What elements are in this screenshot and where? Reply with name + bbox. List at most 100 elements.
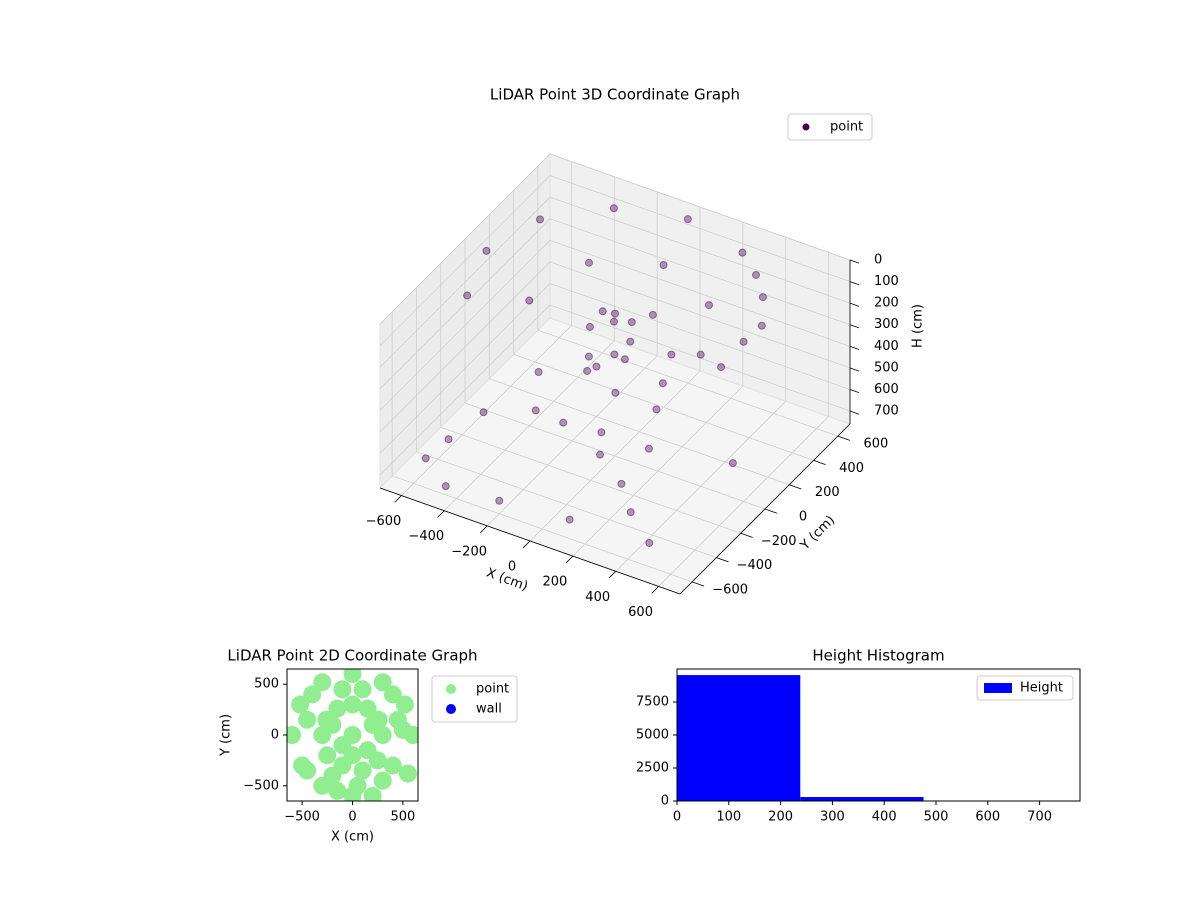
point: [753, 271, 760, 278]
point: [718, 364, 725, 371]
z-tick-label: 400: [874, 339, 899, 354]
legend-marker: [446, 684, 456, 694]
point: [659, 380, 666, 387]
point: [645, 445, 652, 452]
point: [374, 772, 392, 790]
z-tick-label: 700: [874, 404, 899, 419]
y-tick-label: 600: [863, 437, 888, 452]
point: [422, 455, 429, 462]
x-tick-label: −200: [451, 544, 487, 559]
chart-title: LiDAR Point 2D Coordinate Graph: [227, 647, 477, 665]
y-tick-label: 200: [815, 485, 840, 500]
point: [660, 262, 667, 269]
legend-label: Height: [1020, 681, 1063, 696]
legend-marker: [803, 124, 810, 131]
point: [584, 367, 591, 374]
point: [758, 322, 765, 329]
point: [668, 351, 675, 358]
x-tick-label: 0: [673, 810, 681, 825]
point: [621, 356, 628, 363]
x-tick-label: 400: [872, 810, 897, 825]
x-tick-label: 200: [542, 575, 567, 590]
z-axis-label: H (cm): [911, 304, 926, 348]
point: [354, 680, 372, 698]
point: [445, 436, 452, 443]
point: [599, 308, 606, 315]
point: [359, 700, 377, 718]
x-tick-label: −600: [366, 514, 402, 529]
point: [354, 762, 372, 780]
y-tick-label: −400: [737, 558, 773, 573]
legend-marker: [984, 683, 1012, 693]
point: [394, 721, 412, 739]
x-tick-label: 100: [716, 810, 741, 825]
point: [323, 716, 341, 734]
point: [612, 310, 619, 317]
point: [653, 406, 660, 413]
z-tick-label: 0: [874, 253, 882, 268]
y-tick-label: 0: [661, 794, 669, 809]
y-tick-label: 2500: [636, 761, 669, 776]
chart-title: Height Histogram: [812, 647, 944, 665]
y-axis-label: Y (cm): [219, 714, 234, 757]
legend-label: wall: [476, 702, 502, 717]
point: [586, 259, 593, 266]
y-tick-label: −200: [761, 534, 797, 549]
point: [303, 685, 321, 703]
point: [359, 741, 377, 759]
legend-marker: [446, 704, 456, 714]
point: [344, 696, 362, 714]
point: [697, 351, 704, 358]
x-tick-label: 200: [768, 810, 793, 825]
point: [684, 216, 691, 223]
point: [364, 716, 382, 734]
point: [483, 247, 490, 254]
x-tick-label: 700: [1027, 810, 1052, 825]
bar: [800, 797, 923, 801]
chart-title: LiDAR Point 3D Coordinate Graph: [490, 86, 740, 104]
point: [627, 338, 634, 345]
point: [649, 311, 656, 318]
point: [298, 762, 316, 780]
point: [740, 338, 747, 345]
point: [464, 292, 471, 299]
z-tick-label: 300: [874, 317, 899, 332]
x-tick-label: 400: [585, 590, 610, 605]
x-tick-label: 600: [975, 810, 1000, 825]
z-tick-label: 200: [874, 296, 899, 311]
point: [399, 765, 417, 783]
y-tick-label: 0: [799, 510, 807, 525]
point: [328, 782, 346, 800]
point: [537, 216, 544, 223]
x-axis-label: X (cm): [331, 830, 374, 845]
z-tick-label: 100: [874, 274, 899, 289]
point: [496, 497, 503, 504]
point: [560, 419, 567, 426]
y-tick-label: 400: [839, 461, 864, 476]
point: [612, 389, 619, 396]
x-tick-label: 300: [820, 810, 845, 825]
x-tick-label: −400: [408, 529, 444, 544]
point: [532, 407, 539, 414]
point: [611, 318, 618, 325]
y-tick-label: −500: [243, 778, 279, 793]
point: [598, 429, 605, 436]
point: [333, 680, 351, 698]
z-tick-label: 600: [874, 382, 899, 397]
point: [585, 353, 592, 360]
point: [298, 711, 316, 729]
point: [384, 685, 402, 703]
legend-label: point: [476, 682, 509, 697]
legend-label: point: [830, 120, 863, 135]
point: [480, 409, 487, 416]
y-tick-label: 7500: [636, 695, 669, 710]
point: [597, 451, 604, 458]
point: [759, 294, 766, 301]
point: [618, 480, 625, 487]
point: [739, 249, 746, 256]
z-tick-label: 500: [874, 360, 899, 375]
point: [526, 297, 533, 304]
point: [593, 363, 600, 370]
y-tick-label: 5000: [636, 728, 669, 743]
